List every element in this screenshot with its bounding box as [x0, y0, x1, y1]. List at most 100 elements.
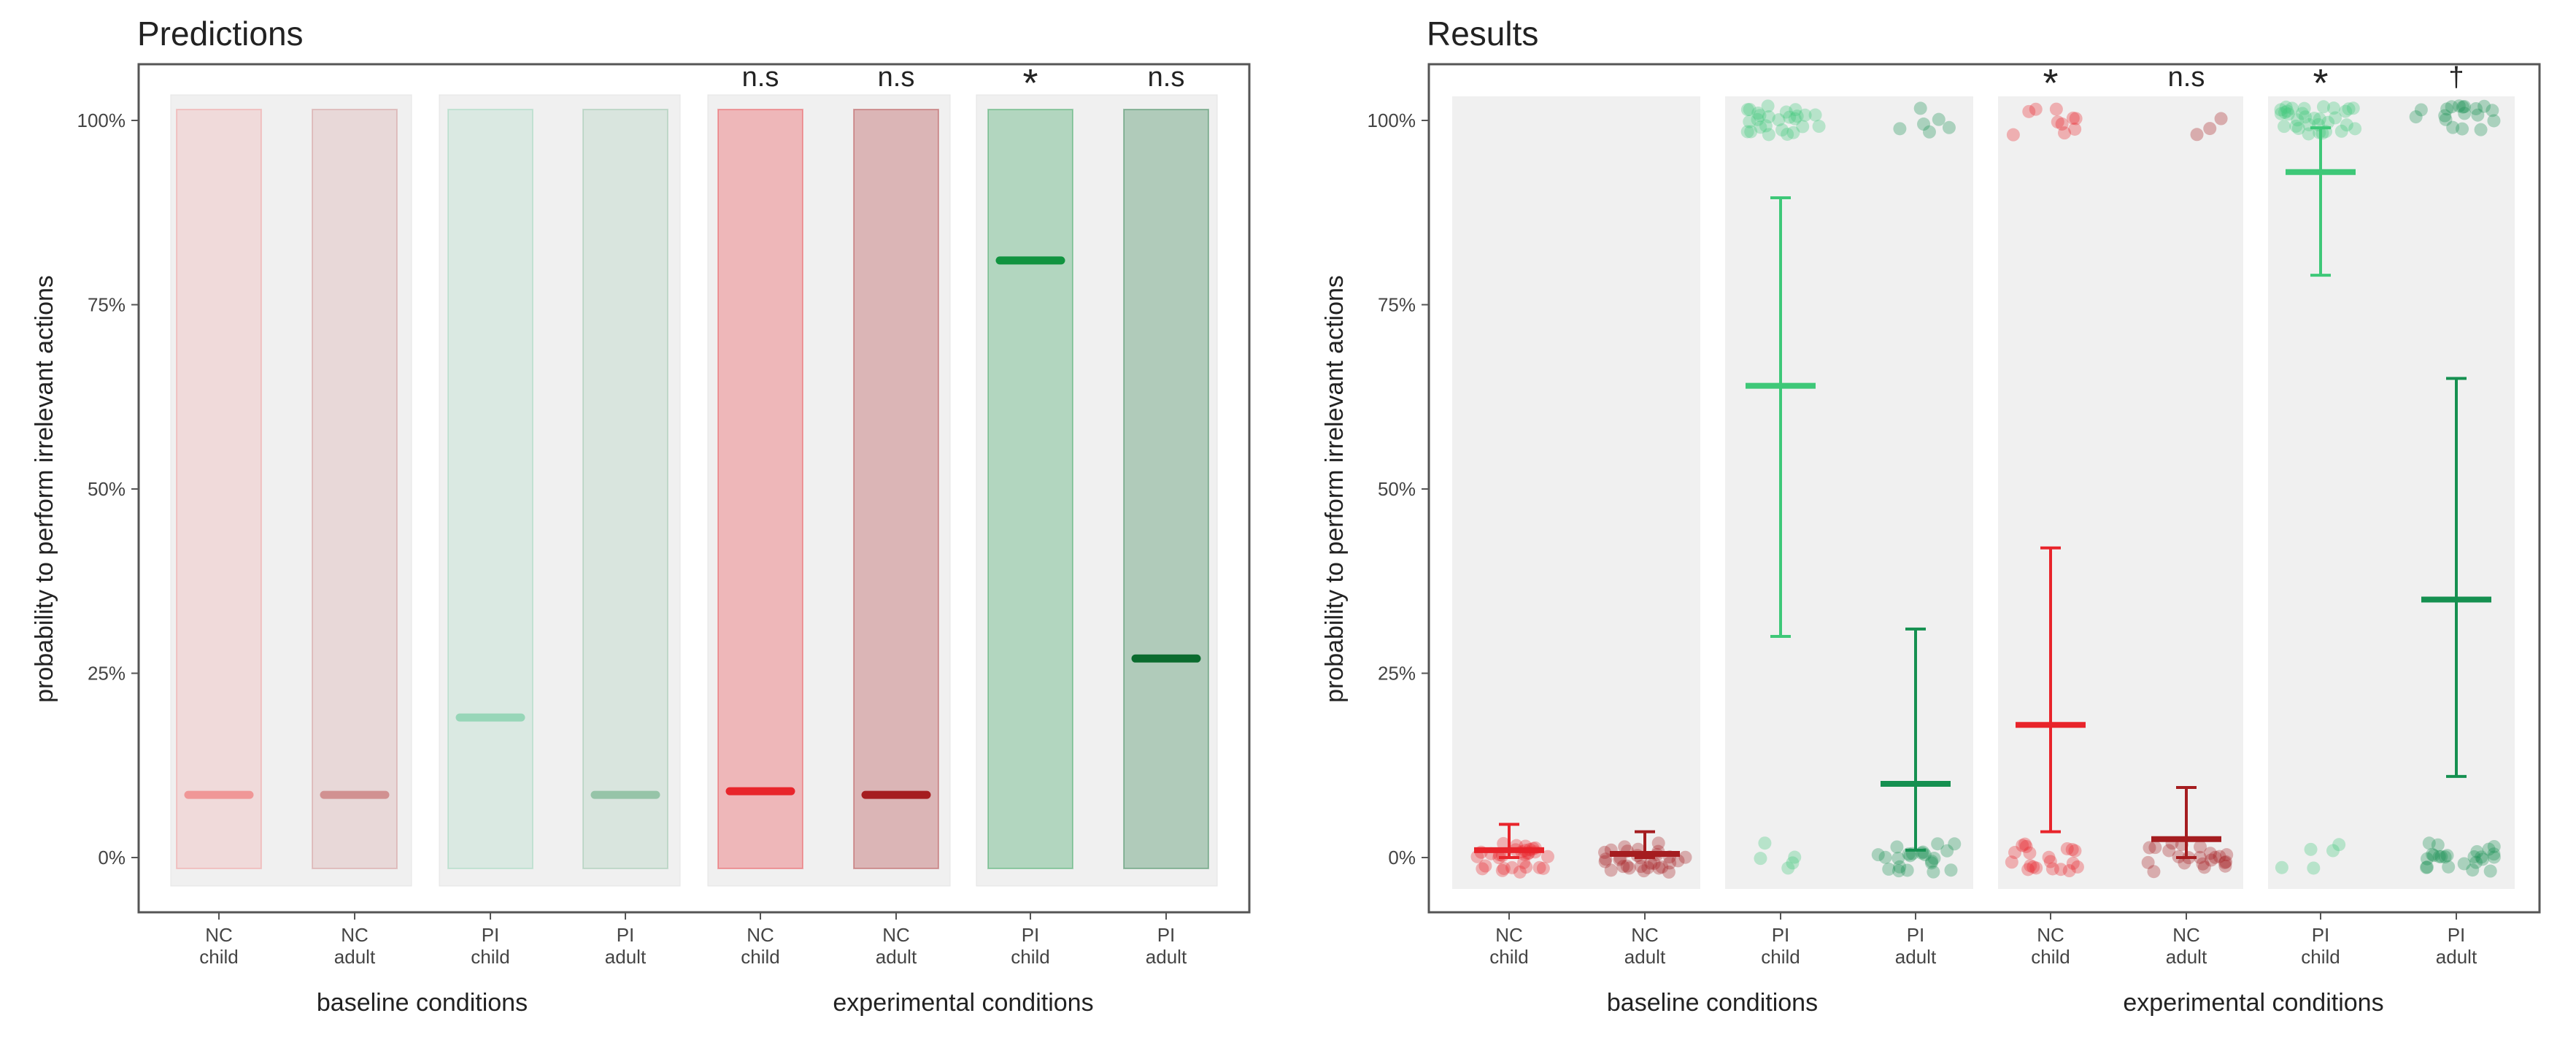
data-point — [2470, 844, 2484, 858]
bar — [1123, 109, 1209, 869]
y-tick-label: 0% — [1388, 847, 1416, 868]
x-tick-label: child — [2031, 946, 2070, 968]
data-point — [1882, 862, 1896, 876]
data-point — [2214, 112, 2228, 126]
x-tick-label: NC — [1631, 924, 1659, 946]
data-point — [1948, 837, 1962, 851]
x-group-label: experimental conditions — [2123, 989, 2383, 1017]
y-tick-label: 25% — [1378, 663, 1416, 685]
data-point — [1762, 110, 1775, 124]
data-point — [2440, 849, 2454, 863]
data-point — [2279, 100, 2293, 114]
data-point — [1783, 110, 1797, 124]
data-point — [2045, 862, 2059, 876]
data-point — [1762, 128, 1775, 142]
y-axis-label: probability to perform irrelevant action… — [1321, 275, 1349, 703]
data-point — [2414, 103, 2428, 117]
x-tick-label: NC — [882, 924, 910, 946]
data-point — [2456, 122, 2469, 136]
data-point — [1779, 105, 1793, 119]
data-point — [1604, 863, 1618, 877]
x-tick-label: PI — [1157, 924, 1176, 946]
data-point — [1751, 112, 1765, 126]
data-point — [1753, 109, 1767, 123]
data-point — [2469, 101, 2483, 115]
data-point — [1761, 99, 1775, 113]
data-point — [2281, 107, 2295, 121]
significance-label: n.s — [2168, 62, 2205, 93]
data-point — [1517, 855, 1531, 869]
data-point — [2278, 106, 2292, 120]
x-tick-label: PI — [1772, 924, 1790, 946]
data-point — [2054, 863, 2068, 877]
data-point — [1740, 125, 1754, 139]
x-tick-label: child — [471, 946, 509, 968]
data-point — [1662, 865, 1675, 879]
data-point — [1470, 850, 1484, 863]
data-point — [2019, 839, 2033, 853]
data-point — [2051, 115, 2064, 129]
data-point — [1892, 864, 1906, 878]
data-point — [1505, 860, 1519, 874]
x-tick-label: child — [1011, 946, 1049, 968]
bar — [987, 109, 1073, 869]
data-point — [1616, 860, 1630, 874]
data-point — [2070, 860, 2084, 874]
data-point — [2486, 104, 2499, 118]
significance-label: * — [2313, 61, 2328, 105]
data-point — [2291, 121, 2305, 135]
data-point — [1622, 861, 1636, 875]
significance-label: n.s — [878, 62, 915, 93]
data-point — [2348, 122, 2362, 136]
data-point — [2426, 849, 2440, 863]
data-point — [2297, 101, 2311, 115]
data-point — [1497, 836, 1511, 850]
data-point — [1743, 115, 1756, 128]
data-point — [2069, 112, 2083, 126]
data-point — [2062, 864, 2076, 878]
data-point — [2042, 850, 2056, 864]
data-point — [2471, 108, 2485, 122]
x-group-label: experimental conditions — [833, 989, 1093, 1017]
data-point — [1647, 856, 1661, 870]
data-point — [1772, 113, 1786, 127]
data-point — [2029, 861, 2043, 875]
data-point — [2446, 120, 2460, 134]
data-point — [2483, 864, 2497, 878]
panel-background-group — [1725, 96, 1973, 889]
data-point — [1495, 863, 1509, 877]
data-point — [2439, 112, 2453, 126]
data-point — [2148, 841, 2162, 855]
data-point — [2316, 100, 2330, 114]
data-point — [2445, 100, 2459, 114]
data-point — [1781, 127, 1794, 141]
bar — [582, 109, 668, 869]
x-tick-label: child — [199, 946, 238, 968]
data-point — [2219, 855, 2233, 868]
x-tick-label: adult — [1895, 946, 1937, 968]
data-point — [2178, 856, 2191, 870]
x-tick-label: PI — [617, 924, 635, 946]
data-point — [2274, 103, 2288, 117]
data-point — [1790, 109, 1804, 123]
data-point — [2208, 850, 2222, 864]
data-point — [2147, 865, 2161, 879]
x-tick-label: PI — [1907, 924, 1925, 946]
significance-label: † — [2448, 62, 2464, 93]
data-point — [1781, 861, 1795, 875]
data-point — [1798, 108, 1812, 122]
data-point — [2420, 860, 2434, 874]
x-tick-label: child — [2301, 946, 2340, 968]
data-point — [1751, 106, 1765, 120]
data-point — [1786, 856, 1800, 870]
data-point — [2016, 839, 2029, 852]
data-point — [2275, 860, 2288, 874]
data-point — [1900, 863, 1914, 877]
data-point — [1893, 122, 1907, 136]
data-point — [1878, 850, 1892, 864]
data-point — [1775, 123, 1789, 137]
data-point — [2339, 104, 2353, 118]
significance-label: n.s — [742, 62, 779, 93]
data-point — [2452, 99, 2466, 113]
data-point — [1478, 859, 1492, 873]
